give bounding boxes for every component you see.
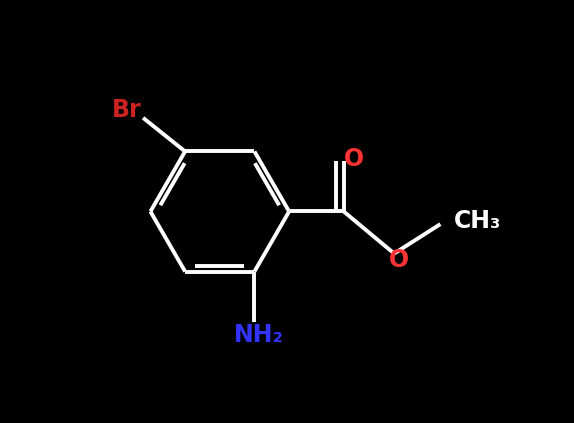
Text: CH₃: CH₃ — [454, 209, 501, 233]
Text: Br: Br — [111, 98, 141, 122]
Text: O: O — [389, 248, 409, 272]
Text: NH₂: NH₂ — [234, 323, 284, 346]
Text: O: O — [344, 147, 364, 171]
